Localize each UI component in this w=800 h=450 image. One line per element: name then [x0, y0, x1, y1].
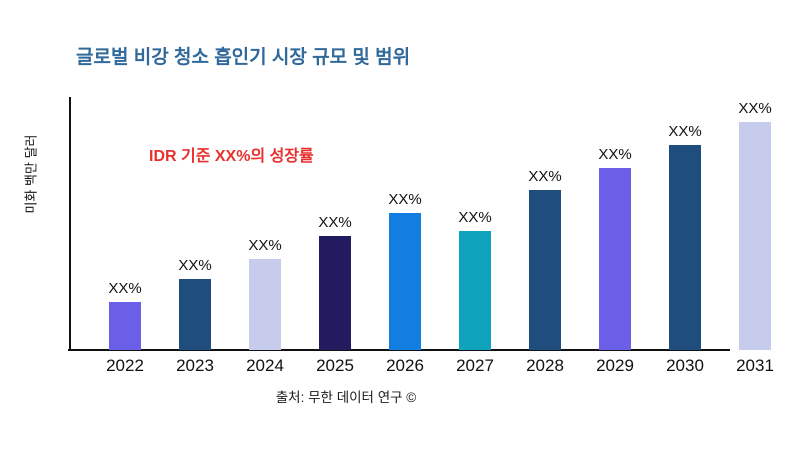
bar-2022	[109, 302, 141, 350]
bar-value-label-2024: XX%	[248, 237, 282, 254]
bar-value-label-2022: XX%	[108, 280, 142, 297]
bar-2023	[179, 279, 211, 350]
bar-2025	[319, 236, 351, 350]
y-axis-line	[69, 97, 71, 351]
x-tick-label-2029: 2029	[596, 356, 634, 375]
plot-area: XX% XX% XX% XX% XX% XX% XX% XX% XX% XX%	[0, 97, 800, 350]
x-tick-label-2027: 2027	[456, 356, 494, 375]
bar-value-label-2030: XX%	[668, 123, 702, 140]
x-tick-label-2031: 2031	[736, 356, 774, 375]
bar-value-label-2025: XX%	[318, 214, 352, 231]
bar-value-label-2029: XX%	[598, 146, 632, 163]
x-tick-label-2030: 2030	[666, 356, 704, 375]
x-tick-label-2024: 2024	[246, 356, 284, 375]
x-tick-label-2025: 2025	[316, 356, 354, 375]
bar-value-label-2028: XX%	[528, 168, 562, 185]
source-caption: 출처: 무한 데이터 연구 ©	[275, 390, 417, 405]
x-tick-label-2028: 2028	[526, 356, 564, 375]
x-tick-label-2023: 2023	[176, 356, 214, 375]
x-axis-line	[68, 349, 730, 351]
x-tick-label-2026: 2026	[386, 356, 424, 375]
bar-value-label-2026: XX%	[388, 191, 422, 208]
bar-2029	[599, 168, 631, 350]
growth-annotation: IDR 기준 XX%의 성장률	[149, 148, 314, 165]
x-tick-label-2022: 2022	[106, 356, 144, 375]
bar-2026	[389, 213, 421, 350]
bar-value-label-2027: XX%	[458, 209, 492, 226]
bar-2030	[669, 145, 701, 350]
bar-2024	[249, 259, 281, 350]
chart-title: 글로벌 비강 청소 흡인기 시장 규모 및 범위	[76, 47, 411, 68]
bar-2027	[459, 231, 491, 350]
bar-2031	[739, 122, 771, 350]
bar-value-label-2031: XX%	[738, 100, 772, 117]
bar-2028	[529, 190, 561, 350]
bar-value-label-2023: XX%	[178, 257, 212, 274]
